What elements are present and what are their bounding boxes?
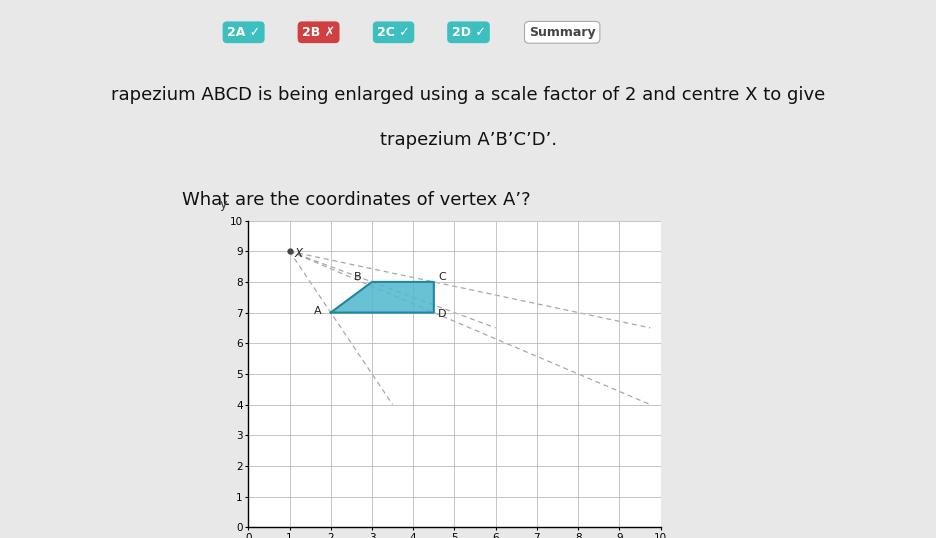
Text: 2C ✓: 2C ✓ [377,26,409,39]
Polygon shape [330,282,433,313]
Text: Summary: Summary [528,26,595,39]
Text: 2A ✓: 2A ✓ [227,26,260,39]
Text: trapezium A’B’C’D’.: trapezium A’B’C’D’. [379,131,557,149]
Text: 2D ✓: 2D ✓ [451,26,485,39]
Y-axis label: y: y [220,199,227,211]
Text: 2B ✗: 2B ✗ [301,26,335,39]
Text: X: X [294,247,302,260]
Text: rapezium ABCD is being enlarged using a scale factor of 2 and centre X to give: rapezium ABCD is being enlarged using a … [111,86,825,104]
Text: B: B [353,272,360,282]
Text: D: D [437,309,446,319]
Text: What are the coordinates of vertex A’?: What are the coordinates of vertex A’? [182,191,530,209]
Text: A: A [314,306,322,316]
Text: C: C [437,272,446,282]
